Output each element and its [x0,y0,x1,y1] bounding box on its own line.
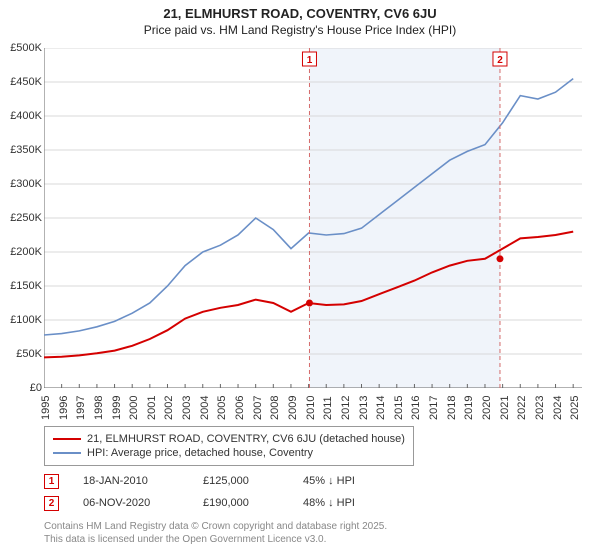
x-tick-label: 1998 [93,396,105,420]
sale-row: 2 06-NOV-2020£190,00048% ↓ HPI [44,492,403,514]
legend-swatch [53,452,81,454]
y-tick-label: £300K [2,178,42,190]
sale-date: 06-NOV-2020 [83,497,203,509]
footer-line2: This data is licensed under the Open Gov… [44,533,387,546]
x-tick-label: 2015 [393,396,405,420]
line-chart: 12 [44,48,582,388]
y-tick-label: £500K [2,42,42,54]
sale-row: 1 18-JAN-2010£125,00045% ↓ HPI [44,470,403,492]
legend-label: 21, ELMHURST ROAD, COVENTRY, CV6 6JU (de… [87,433,405,445]
x-tick-label: 2025 [569,396,581,420]
legend-swatch [53,438,81,440]
chart-title-address: 21, ELMHURST ROAD, COVENTRY, CV6 6JU [0,6,600,21]
sale-date: 18-JAN-2010 [83,475,203,487]
legend: 21, ELMHURST ROAD, COVENTRY, CV6 6JU (de… [44,426,414,466]
y-tick-label: £100K [2,314,42,326]
y-tick-label: £0 [2,382,42,394]
y-tick-label: £200K [2,246,42,258]
svg-text:2: 2 [497,55,503,66]
y-tick-label: £250K [2,212,42,224]
x-tick-label: 2022 [516,396,528,420]
x-tick-label: 2010 [305,396,317,420]
title-block: 21, ELMHURST ROAD, COVENTRY, CV6 6JU Pri… [0,0,600,39]
x-tick-label: 1996 [58,396,70,420]
x-tick-label: 2003 [181,396,193,420]
x-tick-label: 2007 [252,396,264,420]
x-tick-label: 2017 [428,396,440,420]
y-tick-label: £150K [2,280,42,292]
y-tick-label: £50K [2,348,42,360]
sale-price: £125,000 [203,475,303,487]
x-tick-label: 2009 [287,396,299,420]
x-tick-label: 2002 [163,396,175,420]
sale-marker-badge: 1 [44,474,59,489]
sale-hpi-delta: 48% ↓ HPI [303,497,403,509]
legend-label: HPI: Average price, detached house, Cove… [87,447,313,459]
y-tick-label: £350K [2,144,42,156]
x-tick-label: 2000 [128,396,140,420]
chart-subtitle: Price paid vs. HM Land Registry's House … [0,23,600,37]
x-tick-label: 2024 [552,396,564,420]
x-tick-label: 2013 [358,396,370,420]
x-tick-label: 2011 [322,396,334,420]
x-tick-label: 2021 [499,396,511,420]
sale-marker-badge: 2 [44,496,59,511]
footer-line1: Contains HM Land Registry data © Crown c… [44,520,387,533]
x-tick-label: 2008 [269,396,281,420]
y-tick-label: £450K [2,76,42,88]
sale-price: £190,000 [203,497,303,509]
x-tick-label: 1997 [75,396,87,420]
x-tick-label: 2016 [410,396,422,420]
footer-attribution: Contains HM Land Registry data © Crown c… [44,520,387,546]
y-tick-label: £400K [2,110,42,122]
x-tick-label: 1995 [40,396,52,420]
x-tick-label: 2018 [446,396,458,420]
x-tick-label: 2023 [534,396,546,420]
x-tick-label: 2012 [340,396,352,420]
x-tick-label: 2020 [481,396,493,420]
sale-hpi-delta: 45% ↓ HPI [303,475,403,487]
x-tick-label: 2006 [234,396,246,420]
x-tick-label: 2019 [463,396,475,420]
svg-text:1: 1 [307,55,313,66]
chart-container: 21, ELMHURST ROAD, COVENTRY, CV6 6JU Pri… [0,0,600,560]
x-tick-label: 2001 [146,396,158,420]
sales-table: 1 18-JAN-2010£125,00045% ↓ HPI 2 06-NOV-202… [44,470,403,514]
x-tick-label: 1999 [111,396,123,420]
legend-item: HPI: Average price, detached house, Cove… [53,447,405,459]
x-tick-label: 2004 [199,396,211,420]
x-tick-label: 2014 [375,396,387,420]
legend-item: 21, ELMHURST ROAD, COVENTRY, CV6 6JU (de… [53,433,405,445]
x-tick-label: 2005 [216,396,228,420]
